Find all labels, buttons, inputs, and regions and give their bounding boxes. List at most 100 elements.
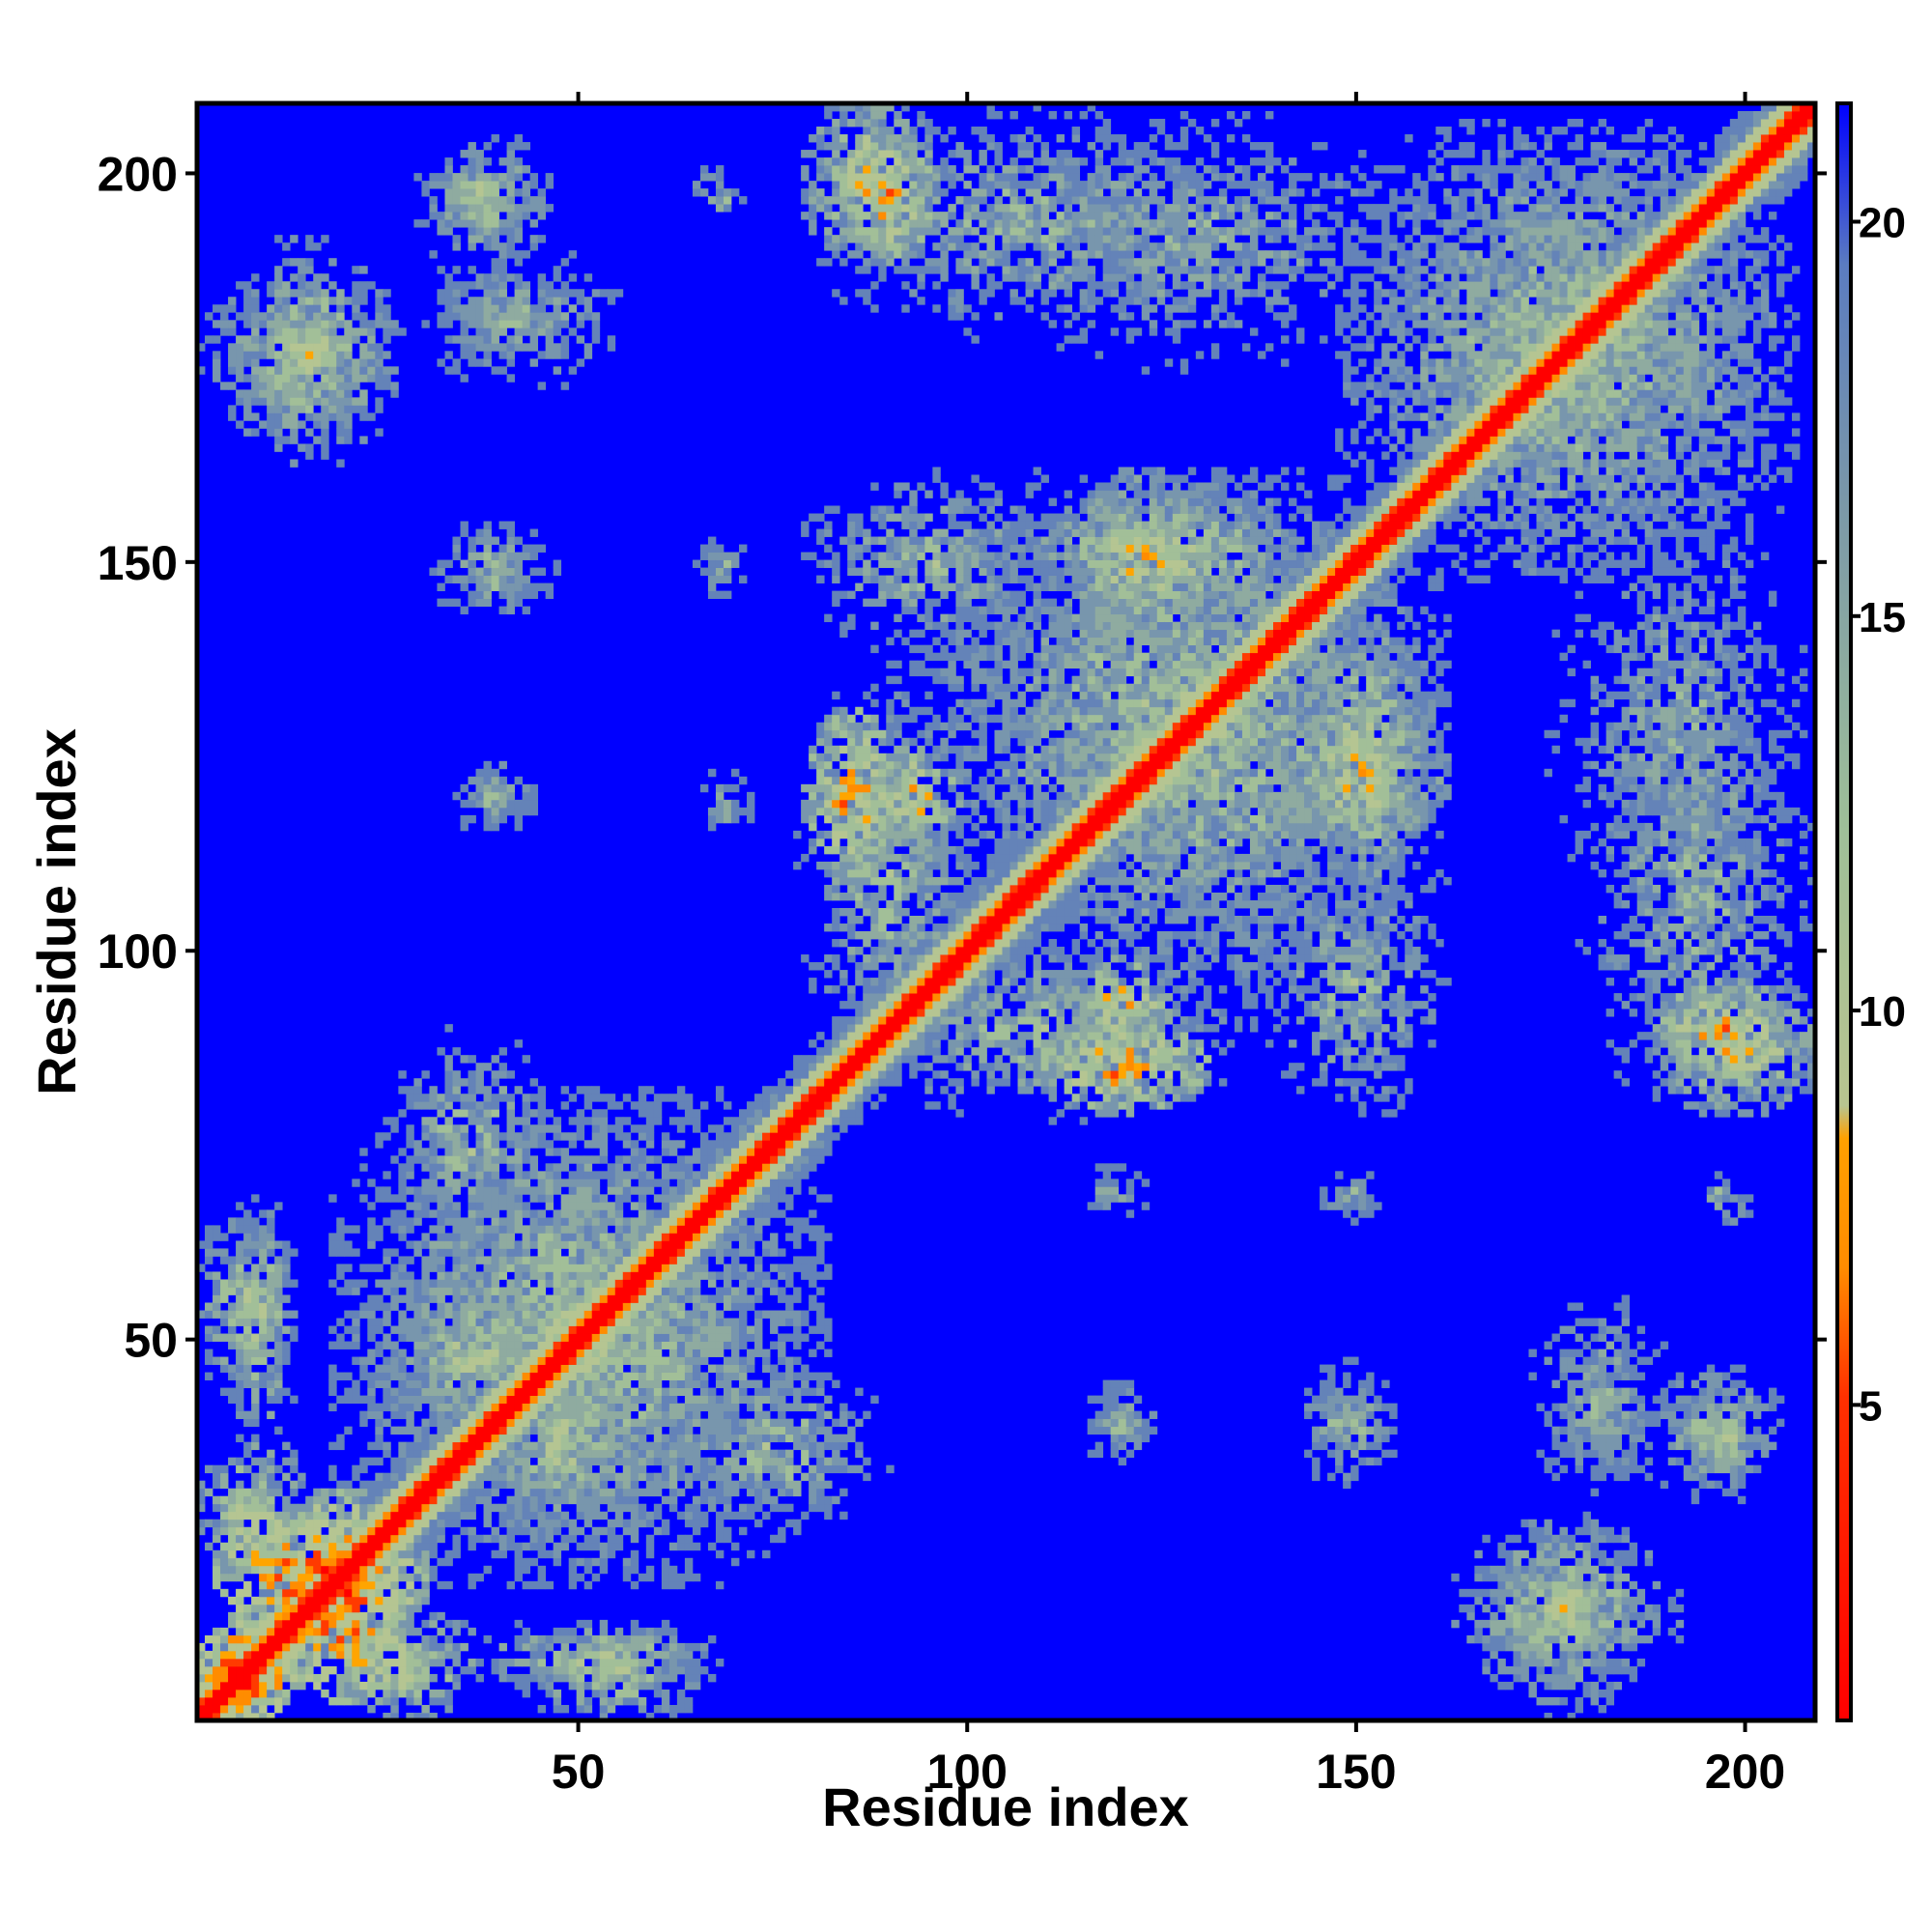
heatmap-cell [614, 1117, 624, 1125]
heatmap-cell [583, 1302, 593, 1311]
heatmap-cell [251, 1240, 260, 1249]
heatmap-cell [553, 1132, 562, 1141]
heatmap-cell [429, 212, 438, 220]
heatmap-cell [336, 343, 345, 352]
heatmap-cell [715, 1658, 724, 1667]
heatmap-cell [429, 1472, 438, 1482]
heatmap-cell [483, 1148, 492, 1156]
heatmap-cell [267, 1248, 275, 1257]
heatmap-cell [723, 1464, 732, 1474]
heatmap-cell [723, 1163, 732, 1172]
heatmap-cell [251, 1557, 260, 1567]
heatmap-cell [313, 1619, 322, 1629]
heatmap-cell [274, 1627, 283, 1636]
heatmap-cell [220, 1673, 229, 1683]
heatmap-cell [506, 1179, 515, 1187]
heatmap-cell [498, 606, 507, 615]
heatmap-cell [668, 1271, 678, 1280]
heatmap-cell [251, 389, 260, 398]
heatmap-cell [568, 1480, 578, 1490]
heatmap-cell [583, 1117, 593, 1125]
heatmap-cell [298, 358, 306, 367]
heatmap-cell [514, 1217, 523, 1226]
heatmap-cell [328, 1379, 337, 1388]
heatmap-cell [398, 1171, 407, 1179]
heatmap-cell [529, 783, 539, 793]
heatmap-cell [205, 1333, 213, 1342]
heatmap-cell [483, 582, 492, 591]
heatmap-cell [676, 1287, 686, 1295]
heatmap-cell [560, 1673, 570, 1683]
heatmap-cell [553, 1464, 562, 1474]
heatmap-cell [298, 443, 306, 452]
heatmap-cell [537, 1519, 547, 1528]
heatmap-cell [352, 289, 360, 298]
heatmap-cell [383, 1488, 391, 1497]
heatmap-cell [483, 219, 492, 228]
heatmap-cell [607, 1681, 616, 1690]
heatmap-cell [506, 1163, 515, 1172]
heatmap-cell [251, 335, 260, 344]
heatmap-cell [483, 1155, 492, 1164]
heatmap-cell [522, 1240, 531, 1249]
heatmap-cell [529, 1464, 539, 1474]
heatmap-cell [730, 1333, 740, 1342]
heatmap-cell [498, 204, 507, 213]
heatmap-cell [607, 1457, 616, 1466]
heatmap-cell [560, 1426, 570, 1435]
heatmap-cell [506, 212, 515, 220]
heatmap-cell [483, 598, 492, 608]
heatmap-cell [491, 1325, 499, 1334]
heatmap-cell [754, 1294, 763, 1303]
heatmap-cell [220, 382, 229, 390]
heatmap-cell [220, 1557, 229, 1567]
heatmap-cell [383, 1418, 391, 1428]
heatmap-cell [622, 1519, 632, 1528]
heatmap-cell [778, 1163, 786, 1172]
heatmap-cell [429, 1148, 438, 1156]
heatmap-cell [770, 1202, 779, 1210]
heatmap-cell [305, 1580, 314, 1590]
heatmap-cell [676, 1658, 686, 1667]
heatmap-cell [747, 1279, 755, 1288]
heatmap-cell [475, 227, 484, 236]
heatmap-cell [475, 1163, 484, 1172]
heatmap-cell [267, 1689, 275, 1698]
heatmap-cell [723, 807, 732, 816]
heatmap-cell [305, 1619, 314, 1629]
heatmap-cell [460, 1217, 469, 1226]
heatmap-cell [762, 1202, 771, 1210]
heatmap-cell [475, 1387, 484, 1396]
heatmap-cell [723, 799, 732, 809]
heatmap-cell [498, 327, 507, 336]
heatmap-cell [676, 1294, 686, 1303]
heatmap-cell [599, 1264, 609, 1272]
heatmap-cell [321, 382, 329, 390]
heatmap-cell [498, 582, 507, 591]
heatmap-cell [638, 1124, 647, 1133]
heatmap-cell [452, 1627, 461, 1636]
heatmap-cell [452, 1256, 461, 1264]
heatmap-cell [398, 1333, 407, 1342]
heatmap-cell [747, 1117, 755, 1125]
heatmap-cell [352, 1379, 360, 1388]
heatmap-cell [599, 1418, 609, 1428]
heatmap-cell [607, 297, 616, 305]
heatmap-cell [676, 1202, 686, 1210]
heatmap-cell [413, 1650, 422, 1660]
heatmap-cell [460, 1302, 469, 1311]
heatmap-cell [236, 1681, 244, 1690]
heatmap-cell [754, 1202, 763, 1210]
heatmap-cell [375, 1349, 384, 1357]
heatmap-cell [599, 1248, 609, 1257]
heatmap-cell [576, 1179, 585, 1187]
heatmap-cell [498, 242, 507, 251]
heatmap-cell [653, 1441, 663, 1451]
heatmap-cell [421, 1704, 430, 1714]
heatmap-cell [274, 366, 283, 375]
heatmap-cell [213, 1665, 221, 1675]
heatmap-cell [483, 783, 492, 793]
heatmap-cell [514, 1542, 523, 1551]
heatmap-cell [723, 814, 732, 824]
heatmap-cell [220, 1356, 229, 1365]
